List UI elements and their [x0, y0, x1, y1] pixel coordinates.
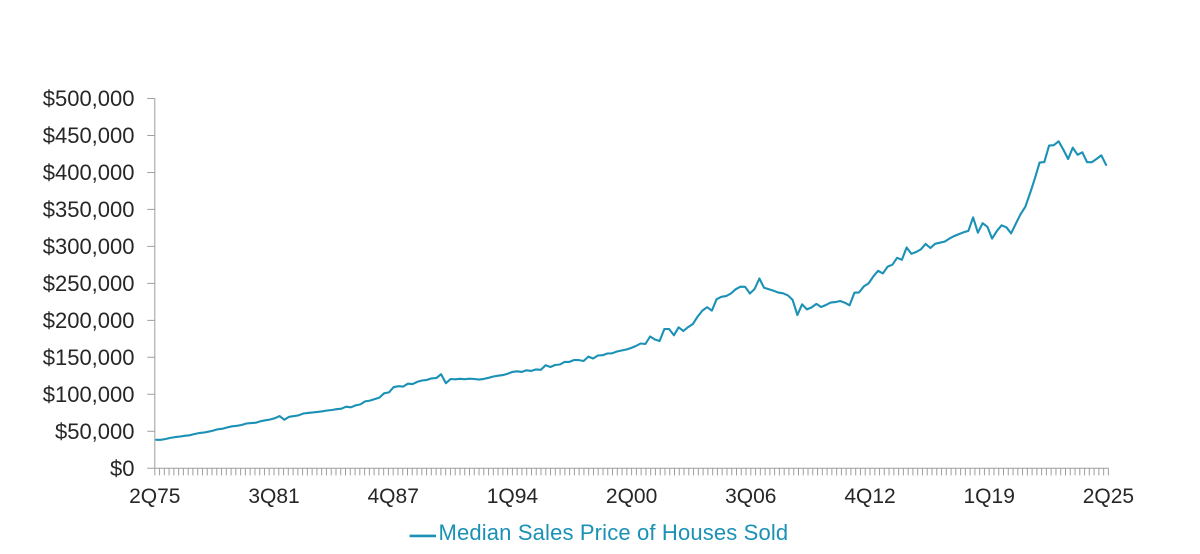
svg-text:2Q00: 2Q00: [606, 485, 657, 508]
svg-text:$50,000: $50,000: [55, 419, 135, 444]
svg-text:$100,000: $100,000: [43, 382, 135, 407]
svg-text:$200,000: $200,000: [43, 308, 135, 333]
svg-text:1Q19: 1Q19: [964, 485, 1015, 508]
svg-text:3Q06: 3Q06: [725, 485, 776, 508]
svg-text:$450,000: $450,000: [43, 123, 135, 148]
svg-text:$250,000: $250,000: [43, 271, 135, 296]
svg-text:Median Sales Price of Houses S: Median Sales Price of Houses Sold: [439, 520, 789, 545]
svg-text:$300,000: $300,000: [43, 234, 135, 259]
svg-text:4Q87: 4Q87: [368, 485, 419, 508]
svg-text:4Q12: 4Q12: [844, 485, 895, 508]
svg-text:2Q25: 2Q25: [1083, 485, 1134, 508]
svg-text:$500,000: $500,000: [43, 86, 135, 111]
svg-text:$350,000: $350,000: [43, 197, 135, 222]
svg-text:$400,000: $400,000: [43, 160, 135, 185]
svg-text:$150,000: $150,000: [43, 345, 135, 370]
svg-text:3Q81: 3Q81: [248, 485, 299, 508]
svg-text:2Q75: 2Q75: [129, 485, 180, 508]
svg-text:$0: $0: [110, 456, 134, 481]
svg-text:1Q94: 1Q94: [487, 485, 539, 508]
